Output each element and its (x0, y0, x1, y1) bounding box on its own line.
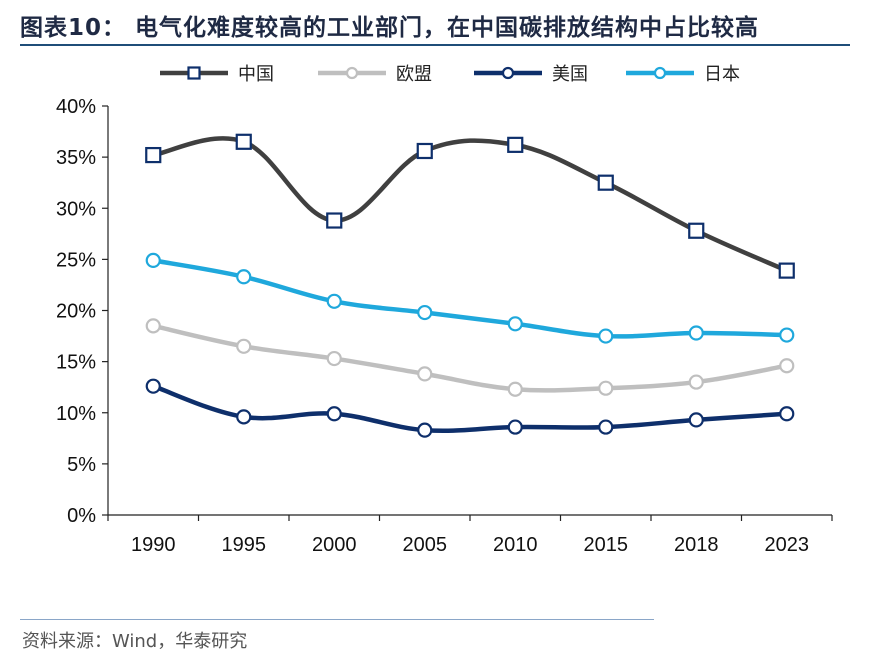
series-1 (145, 133, 795, 279)
series-line (151, 323, 789, 393)
legend-marker (187, 66, 201, 80)
legend-label: 中国 (238, 64, 274, 85)
x-tick-label: 2018 (674, 534, 719, 556)
y-tick-label: 35% (56, 147, 96, 169)
axes: 0% 5% 10% 15% 20% 25% 30% 35% 40% 1990 1995 2000 200… (56, 96, 833, 556)
legend-label: 日本 (704, 64, 740, 85)
data-point (417, 366, 433, 382)
y-tick-label: 0% (67, 505, 96, 527)
data-point (598, 328, 614, 344)
legend-item-3: 美国 (474, 64, 588, 85)
data-point (326, 293, 342, 309)
series-4 (145, 252, 795, 344)
x-tick-label: 1995 (222, 534, 267, 556)
x-tick-label: 2005 (403, 534, 448, 556)
data-point (235, 133, 252, 150)
data-point (145, 252, 161, 268)
data-point (598, 419, 614, 435)
data-point (779, 358, 795, 374)
source-note: 资料来源：Wind，华泰研究 (22, 631, 248, 652)
legend-marker (501, 66, 515, 80)
data-point (145, 318, 161, 334)
chart-title: 图表10： 电气化难度较高的工业部门，在中国碳排放结构中占比较高 (20, 15, 760, 41)
legend-item-4: 日本 (626, 64, 740, 85)
x-tick-label: 2023 (765, 534, 810, 556)
y-tick-label: 40% (56, 96, 96, 118)
data-point (598, 380, 614, 396)
data-point (688, 222, 705, 239)
series-line (151, 383, 789, 434)
y-tick-label: 5% (67, 454, 96, 476)
data-point (417, 422, 433, 438)
data-point (597, 174, 614, 191)
series-3 (145, 378, 795, 438)
data-point (688, 412, 704, 428)
data-point (688, 374, 704, 390)
data-point (326, 406, 342, 422)
legend-label: 欧盟 (396, 64, 432, 85)
y-tick-label: 10% (56, 403, 96, 425)
series-line (151, 258, 789, 339)
data-point (326, 350, 342, 367)
x-tick-label: 1990 (131, 534, 176, 556)
data-point (236, 338, 252, 354)
legend: 中国 欧盟 美国 日本 (160, 64, 740, 85)
title-rule (20, 44, 850, 46)
data-point (416, 142, 433, 160)
data-point (507, 419, 523, 435)
data-point (236, 269, 252, 285)
x-tick-label: 2010 (493, 534, 538, 556)
data-point (326, 212, 343, 229)
legend-label: 美国 (552, 64, 588, 85)
series-line (151, 136, 789, 273)
y-tick-label: 30% (56, 198, 96, 220)
legend-item-1: 中国 (160, 64, 274, 85)
y-tick-label: 25% (56, 249, 96, 271)
x-tick-label: 2015 (584, 534, 629, 556)
source-rule (20, 619, 654, 620)
series-2 (145, 318, 795, 397)
y-tick-label: 20% (56, 301, 96, 323)
legend-marker (653, 66, 667, 80)
data-point (779, 327, 795, 343)
series-lines (145, 133, 795, 438)
y-tick-label: 15% (56, 352, 96, 374)
legend-marker (345, 66, 359, 80)
data-point (507, 381, 523, 397)
legend-item-2: 欧盟 (318, 64, 432, 85)
data-point (145, 378, 161, 394)
data-point (507, 316, 523, 332)
data-point (688, 325, 704, 341)
data-point (236, 409, 252, 425)
x-tick-label: 2000 (312, 534, 357, 556)
data-point (145, 146, 162, 164)
data-point (417, 304, 433, 321)
data-point (779, 406, 795, 422)
data-point (507, 136, 524, 153)
line-chart: 中国 欧盟 美国 日本 0% 5% 10% 15% 20% 25% 30% 35% 40% 1990 19… (56, 64, 833, 556)
data-point (778, 262, 795, 279)
